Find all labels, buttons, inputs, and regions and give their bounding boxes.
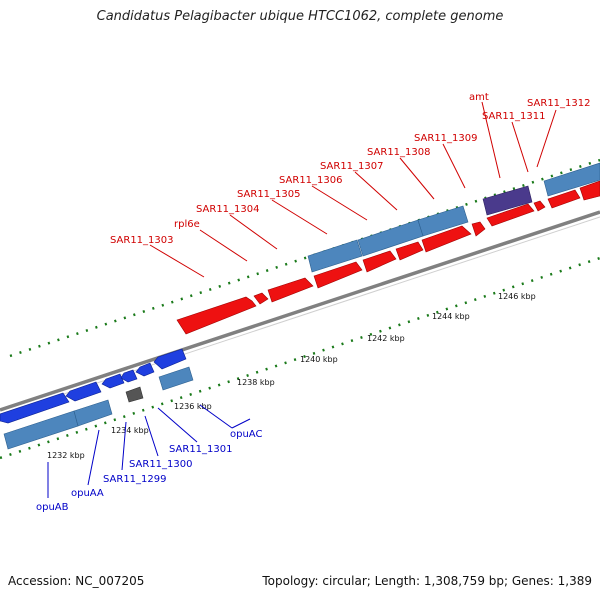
- forward-gene-arrow[interactable]: [486, 203, 535, 227]
- reverse-label-texts: opuAB opuAA SAR11_1299 SAR11_1300 SAR11_…: [36, 429, 262, 513]
- tick-label: 1246 kbp: [498, 292, 536, 301]
- leader-line: [399, 157, 435, 200]
- gene-label-sar11-1300[interactable]: SAR11_1300: [129, 459, 193, 470]
- tick-labels: 1232 kbp 1234 kbp 1236 kbp 1238 kbp 1240…: [47, 292, 536, 460]
- forward-dotted-axis: [9, 158, 600, 358]
- forward-cds-track: [307, 162, 600, 273]
- cds-bar: [417, 205, 469, 237]
- leader-line: [231, 418, 251, 429]
- forward-gene-arrow[interactable]: [547, 189, 581, 209]
- gene-label-sar11-1306[interactable]: SAR11_1306: [279, 175, 343, 186]
- leader-line: [354, 171, 398, 211]
- leader-line: [121, 421, 127, 471]
- leader-line: [199, 404, 233, 429]
- gene-label-opuac[interactable]: opuAC: [230, 429, 262, 440]
- reverse-gene-arrow[interactable]: [120, 369, 138, 383]
- forward-gene-arrow[interactable]: [579, 180, 600, 201]
- gene-label-sar11-1311[interactable]: SAR11_1311: [482, 111, 546, 122]
- forward-gene-arrow[interactable]: [421, 225, 472, 253]
- backbone-edge: [0, 216, 600, 416]
- cds-bar: [158, 366, 194, 391]
- leader-line: [311, 185, 368, 221]
- tick-label: 1242 kbp: [367, 334, 405, 343]
- reverse-gene-labels: [47, 404, 251, 498]
- gene-label-sar11-1307[interactable]: SAR11_1307: [320, 161, 384, 172]
- leader-line: [511, 121, 529, 173]
- accession-label: Accession: NC_007205: [8, 574, 145, 588]
- gene-label-sar11-1312[interactable]: SAR11_1312: [527, 98, 591, 109]
- backbone: [0, 210, 600, 412]
- forward-gene-arrow[interactable]: [362, 250, 397, 273]
- leader-line: [149, 244, 205, 278]
- leader-line: [87, 429, 100, 486]
- gene-label-sar11-1308[interactable]: SAR11_1308: [367, 147, 431, 158]
- gene-label-opuab[interactable]: opuAB: [36, 502, 69, 513]
- forward-gene-labels: [149, 101, 557, 278]
- leader-line: [144, 415, 159, 457]
- tick-label: 1234 kbp: [111, 426, 149, 435]
- forward-gene-arrow[interactable]: [176, 296, 257, 335]
- gene-label-amt[interactable]: amt: [469, 92, 489, 103]
- forward-gene-arrow[interactable]: [395, 241, 424, 261]
- gene-label-sar11-1299[interactable]: SAR11_1299: [103, 474, 167, 485]
- tick-label: 1236 kbp: [174, 402, 212, 411]
- forward-label-texts: SAR11_1303 rpl6e SAR11_1304 SAR11_1305 S…: [110, 92, 591, 246]
- gene-label-sar11-1303[interactable]: SAR11_1303: [110, 235, 174, 246]
- genome-stats-label: Topology: circular; Length: 1,308,759 bp…: [262, 574, 592, 588]
- forward-gene-arrow[interactable]: [267, 277, 314, 303]
- gene-label-rpl6e[interactable]: rpl6e: [174, 219, 200, 230]
- reverse-gene-arrow[interactable]: [135, 362, 155, 377]
- tick-label: 1240 kbp: [300, 355, 338, 364]
- leader-line: [229, 214, 278, 250]
- forward-gene-arrow[interactable]: [253, 292, 269, 305]
- forward-gene-arrow[interactable]: [471, 221, 486, 237]
- leader-line: [271, 199, 328, 235]
- genome-title: Candidatus Pelagibacter ubique HTCC1062,…: [96, 9, 504, 24]
- reverse-gene-arrow[interactable]: [0, 392, 70, 424]
- gene-label-sar11-1309[interactable]: SAR11_1309: [414, 133, 478, 144]
- cds-bar: [543, 162, 600, 197]
- reverse-cds-track: [3, 366, 194, 450]
- gene-label-sar11-1305[interactable]: SAR11_1305: [237, 189, 301, 200]
- reverse-gene-arrow[interactable]: [101, 373, 125, 389]
- leader-line: [481, 101, 501, 179]
- gene-label-sar11-1304[interactable]: SAR11_1304: [196, 204, 260, 215]
- cds-bar: [73, 399, 113, 427]
- amt-feature: [482, 185, 533, 216]
- reverse-genes: [0, 348, 187, 424]
- reverse-gene-arrow[interactable]: [65, 381, 102, 402]
- tick-label: 1238 kbp: [237, 378, 275, 387]
- tick-label: 1244 kbp: [432, 312, 470, 321]
- gene-label-sar11-1301[interactable]: SAR11_1301: [169, 444, 233, 455]
- forward-gene-arrow[interactable]: [313, 261, 363, 289]
- forward-genes: [176, 180, 600, 335]
- leader-line: [536, 109, 557, 168]
- gene-label-opuaa[interactable]: opuAA: [71, 488, 104, 499]
- leader-line: [157, 407, 198, 443]
- leader-line: [442, 143, 466, 189]
- reverse-gene-arrow[interactable]: [153, 348, 187, 370]
- leader-line: [199, 229, 248, 262]
- forward-gene-arrow[interactable]: [533, 200, 546, 212]
- tick-label: 1232 kbp: [47, 451, 85, 460]
- other-feature: [125, 386, 144, 403]
- cds-bar: [307, 239, 363, 273]
